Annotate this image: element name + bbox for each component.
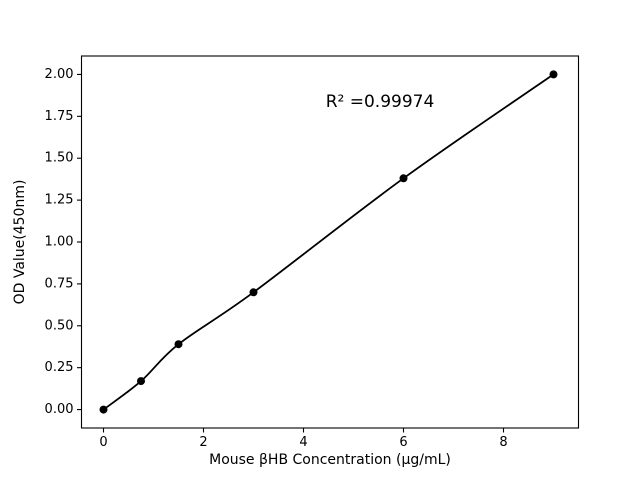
y-tick-label: 1.75 xyxy=(45,109,74,124)
y-tick-label: 0.25 xyxy=(45,360,74,375)
x-tick-label: 6 xyxy=(399,435,407,450)
data-point-marker xyxy=(137,377,145,386)
y-tick-label: 0.00 xyxy=(45,402,74,417)
plot-area: 0 2 4 6 8 0.00 0.25 0.50 0.75 1.00 1.25 1.50 1.75 2.0… xyxy=(45,55,580,450)
r-squared-annotation: R² =0.99974 xyxy=(326,92,435,112)
x-tick-label: 2 xyxy=(199,435,207,450)
x-tick-label: 0 xyxy=(99,435,107,450)
x-tick-label: 4 xyxy=(299,435,307,450)
y-tick-label: 0.75 xyxy=(45,276,74,291)
y-tick-label: 1.25 xyxy=(45,193,74,208)
y-tick-label: 1.50 xyxy=(45,151,74,166)
data-point-marker xyxy=(549,70,558,79)
x-tick-label: 8 xyxy=(499,435,507,450)
data-point-marker xyxy=(99,405,108,414)
y-axis-label: OD Value(450nm) xyxy=(12,180,28,305)
data-point-marker xyxy=(399,174,408,183)
y-tick-label: 0.50 xyxy=(45,318,74,333)
y-tick-label: 1.00 xyxy=(45,235,74,250)
fit-line xyxy=(102,73,555,411)
y-tick-label: 2.00 xyxy=(45,67,74,82)
x-axis-label: Mouse βHB Concentration (µg/mL) xyxy=(209,452,451,468)
data-point-marker xyxy=(174,340,183,349)
data-point-marker xyxy=(249,288,258,297)
